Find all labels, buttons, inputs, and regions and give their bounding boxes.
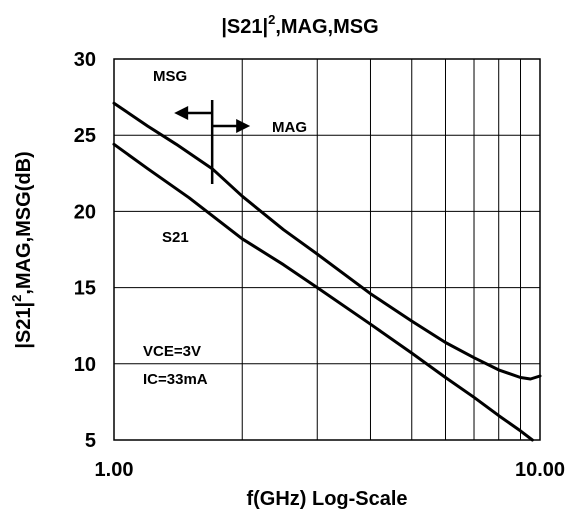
chart-title: |S21|2,MAG,MSG [221,12,378,38]
plot-frame [113,58,541,441]
x-tick-label: 1.00 [95,459,134,481]
x-axis-title: f(GHz) Log-Scale [246,488,407,510]
series-mag-line [210,167,542,381]
x-tick-label: 10.00 [515,459,565,481]
y-axis-title-prefix: |S21| [13,302,35,349]
chart-title-prefix: |S21| [221,16,268,38]
msg-arrow-head [174,106,189,120]
y-tick-label: 25 [74,125,96,147]
chart-title-suffix: ,MAG,MSG [275,16,378,38]
y-tick-label: 20 [74,201,96,223]
tick-labels: 5 10 15 20 25 30 1.00 10.00 [74,49,565,481]
y-axis-title: |S21|2,MAG,MSG(dB) [9,151,35,348]
y-tick-label: 5 [85,430,96,452]
grid [114,59,540,440]
y-tick-label: 30 [74,49,96,71]
y-axis-title-suffix: ,MAG,MSG(dB) [13,151,35,294]
chart-title-sup: 2 [268,12,275,27]
series-s21-line [112,142,534,442]
mag-label: MAG [272,119,307,136]
s21-label: S21 [162,229,189,246]
y-tick-label: 10 [74,354,96,376]
condition-ic: IC=33mA [143,371,208,388]
condition-vce: VCE=3V [143,343,201,360]
series-msg-line [112,101,214,171]
mag-arrow-head [236,119,251,133]
y-axis-title-sup: 2 [9,295,24,302]
y-tick-label: 15 [74,278,96,300]
msg-label: MSG [153,68,187,85]
series-lines [112,101,542,442]
annotation-arrows [174,100,251,184]
